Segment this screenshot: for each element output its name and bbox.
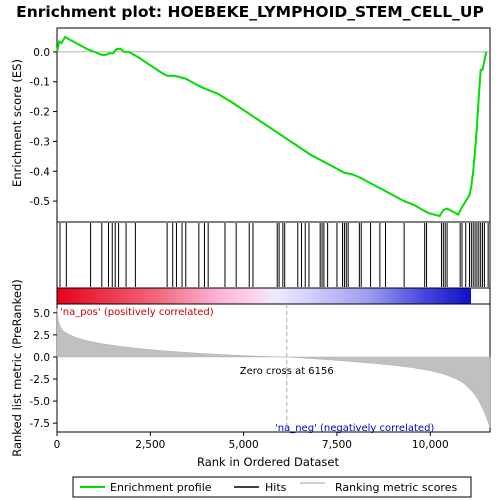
x-tick-label: 7,500 — [322, 439, 352, 451]
x-axis-ticks: 0 2,500 5,000 7,500 10,000 — [54, 432, 449, 451]
legend-hits-label: Hits — [265, 481, 287, 494]
metric-y-axis-label: Ranked list metric (PreRanked) — [10, 279, 24, 457]
metric-y-tick-label: -5.0 — [30, 396, 51, 408]
metric-y-tick-label: 2.5 — [33, 330, 50, 342]
na-neg-label: 'na_neg' (negatively correlated) — [275, 423, 434, 434]
es-y-tick-label: 0.0 — [33, 47, 50, 59]
hits-panel — [56, 221, 491, 289]
es-y-tick-label: -0.5 — [30, 196, 51, 208]
ranking-metric-area — [56, 308, 491, 428]
es-y-axis-label: Enrichment score (ES) — [10, 59, 24, 187]
chart-title: Enrichment plot: HOEBEKE_LYMPHOID_STEM_C… — [16, 3, 484, 21]
metric-y-tick-label: -7.5 — [30, 418, 51, 430]
rank-color-bar — [57, 288, 471, 304]
es-y-tick-label: -0.3 — [30, 136, 51, 148]
es-y-tick-label: -0.4 — [30, 166, 51, 178]
legend-metric-label: Ranking metric scores — [335, 481, 457, 494]
x-tick-label: 2,500 — [135, 439, 165, 451]
zero-cross-label: Zero cross at 6156 — [240, 366, 334, 377]
metric-y-ticks: 5.0 2.5 0.0 -2.5 -5.0 -7.5 — [30, 308, 57, 430]
legend: Enrichment profile Hits Ranking metric s… — [72, 476, 472, 498]
x-tick-label: 5,000 — [229, 439, 259, 451]
x-tick-label: 10,000 — [412, 439, 449, 451]
legend-profile-label: Enrichment profile — [110, 481, 212, 494]
es-panel — [56, 27, 491, 223]
metric-y-tick-label: 0.0 — [33, 352, 50, 364]
metric-y-tick-label: -2.5 — [30, 374, 51, 386]
es-y-ticks: 0.0 -0.1 -0.2 -0.3 -0.4 -0.5 — [30, 47, 57, 208]
x-tick-label: 0 — [54, 439, 61, 451]
metric-y-tick-label: 5.0 — [33, 308, 50, 320]
na-pos-label: 'na_pos' (positively correlated) — [60, 307, 214, 318]
es-y-tick-label: -0.2 — [30, 107, 51, 119]
x-axis-label: Rank in Ordered Dataset — [197, 455, 340, 469]
es-y-tick-label: -0.1 — [30, 77, 51, 89]
legend-box — [72, 476, 472, 498]
hits-marks — [59, 223, 489, 287]
enrichment-profile-line — [56, 35, 488, 218]
